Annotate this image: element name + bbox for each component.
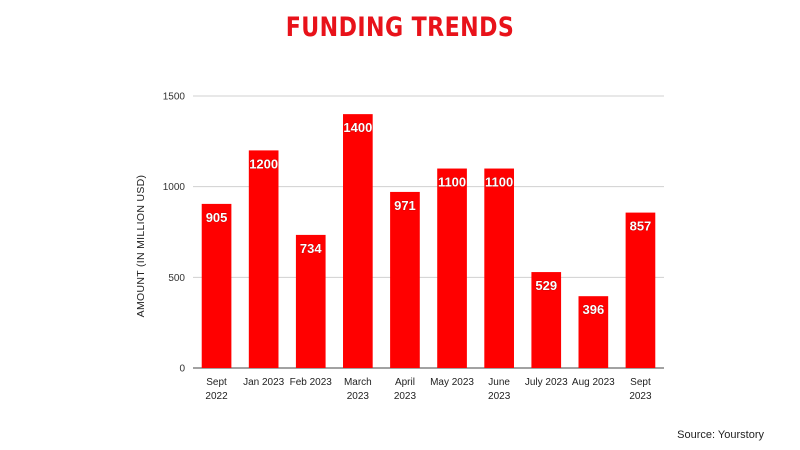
bar (390, 191, 420, 368)
bar (248, 150, 279, 368)
bar (578, 296, 609, 368)
x-category-label: 2023 (629, 391, 652, 402)
x-category-label: Aug 2023 (572, 377, 615, 388)
source-note: Source: Yourstory (677, 429, 764, 441)
x-category-label: May 2023 (430, 377, 474, 388)
y-axis-title: AMOUNT (IN MILLION USD) (135, 175, 147, 318)
bars (201, 114, 656, 368)
data-label: 1100 (485, 175, 513, 190)
x-category-label: July 2023 (525, 377, 568, 388)
data-label: 1400 (343, 120, 372, 135)
bar (484, 168, 514, 368)
x-category-label: 2022 (205, 391, 228, 402)
y-tick-label: 1500 (163, 92, 186, 103)
data-label: 1100 (438, 175, 466, 190)
x-category-label: April (395, 377, 415, 388)
data-label: 971 (394, 198, 416, 213)
x-category-label: Sept (206, 377, 227, 388)
data-labels: 905 1200 734 1400 971 1100 1100 529 396 857 (205, 120, 652, 318)
chart-title: FUNDING TRENDS (285, 12, 515, 43)
bar (625, 212, 656, 368)
y-axis-ticks: 0 500 1000 1500 (163, 92, 186, 375)
x-category-label: Jan 2023 (243, 377, 285, 388)
bar (295, 234, 326, 368)
x-axis-categories: Sept 2022 Jan 2023 Feb 2023 March 2023 April 20… (205, 377, 652, 402)
data-label: 529 (535, 278, 557, 293)
data-label: 396 (582, 302, 604, 317)
y-tick-label: 500 (168, 273, 185, 284)
x-category-label: 2023 (347, 391, 370, 402)
bar (343, 114, 373, 368)
x-category-label: Sept (630, 377, 651, 388)
bar (201, 203, 232, 368)
bar (437, 168, 467, 368)
data-label: 1200 (249, 156, 278, 171)
x-category-label: March (344, 377, 372, 388)
x-category-label: June (488, 377, 510, 388)
y-tick-label: 0 (179, 364, 185, 375)
x-category-label: 2023 (394, 391, 417, 402)
x-category-label: Feb 2023 (290, 377, 333, 388)
data-label: 905 (206, 210, 228, 225)
x-category-label: 2023 (488, 391, 511, 402)
y-tick-label: 1000 (163, 182, 186, 193)
data-label: 734 (300, 241, 322, 256)
bar (531, 272, 562, 368)
data-label: 857 (630, 219, 652, 234)
